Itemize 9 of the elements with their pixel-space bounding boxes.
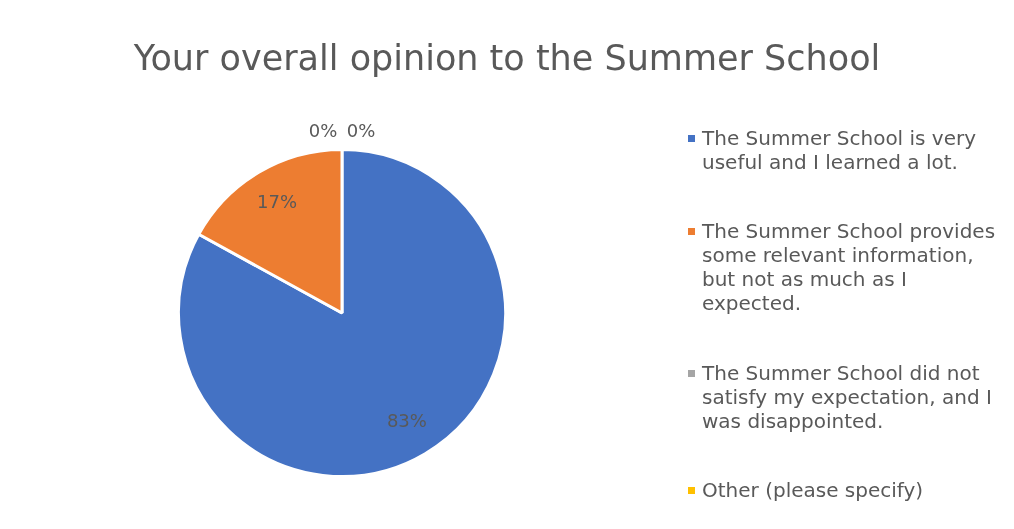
legend-label: The Summer School is very useful and I learned a lot. <box>702 126 978 174</box>
legend-label: Other (please specify) <box>702 477 924 502</box>
text: 0% <box>308 120 338 142</box>
text: 0% <box>346 120 376 142</box>
data-label: 83% <box>386 410 427 432</box>
chart-title: Your overall opinion to the Summer School <box>132 38 882 78</box>
data-label: 17% <box>257 190 298 212</box>
legend-label: The Summer School provides some relevant information, but not as much as I expected. <box>702 219 997 316</box>
legend-label: The Summer School did not satisfy my expectation, and I was disappointed. <box>702 360 993 433</box>
